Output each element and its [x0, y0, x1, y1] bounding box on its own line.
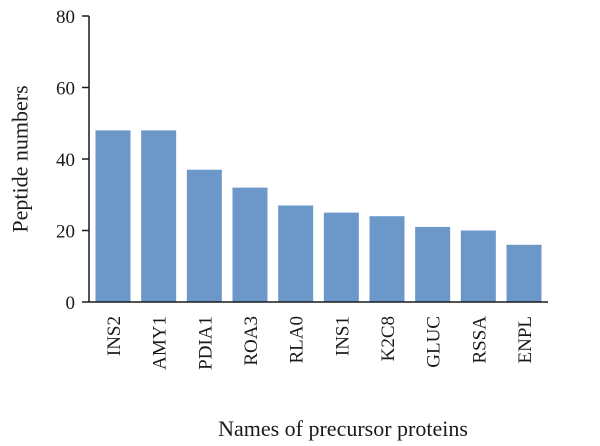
x-axis-ticks: INS2 AMY1 PDIA1 ROA3 RLA0 INS1 K2C8 GLUC RSSA ENP…	[104, 316, 536, 370]
bar-ins1	[323, 212, 359, 302]
y-axis-ticks: 0 20 40 60 80	[56, 7, 89, 314]
y-tick-label: 20	[56, 222, 75, 243]
bar-k2c8	[369, 216, 405, 302]
bars-group	[95, 130, 542, 302]
x-axis-title: Names of precursor proteins	[218, 416, 468, 441]
bar-rssa	[460, 230, 496, 302]
bar-rla0	[278, 205, 314, 302]
x-tick-label: RSSA	[469, 316, 490, 364]
bar-gluc	[415, 226, 451, 302]
x-tick-label: INS1	[332, 316, 353, 356]
bar-ins2	[95, 130, 131, 302]
y-axis-title: Peptide numbers	[8, 85, 33, 232]
x-tick-label: INS2	[104, 316, 125, 356]
bar-enpl	[506, 244, 542, 302]
y-tick-label: 40	[56, 150, 75, 171]
bar-pdia1	[186, 169, 222, 302]
x-tick-label: PDIA1	[195, 316, 216, 370]
y-tick-label: 0	[66, 293, 76, 314]
x-tick-label: RLA0	[287, 316, 308, 364]
x-tick-label: ENPL	[515, 316, 536, 364]
x-tick-label: GLUC	[424, 316, 445, 368]
bar-roa3	[232, 187, 268, 302]
x-tick-label: K2C8	[378, 316, 399, 361]
x-tick-label: ROA3	[241, 316, 262, 366]
y-tick-label: 80	[56, 7, 75, 28]
bar-amy1	[141, 130, 177, 302]
x-tick-label: AMY1	[150, 316, 171, 370]
y-tick-label: 60	[56, 79, 75, 100]
